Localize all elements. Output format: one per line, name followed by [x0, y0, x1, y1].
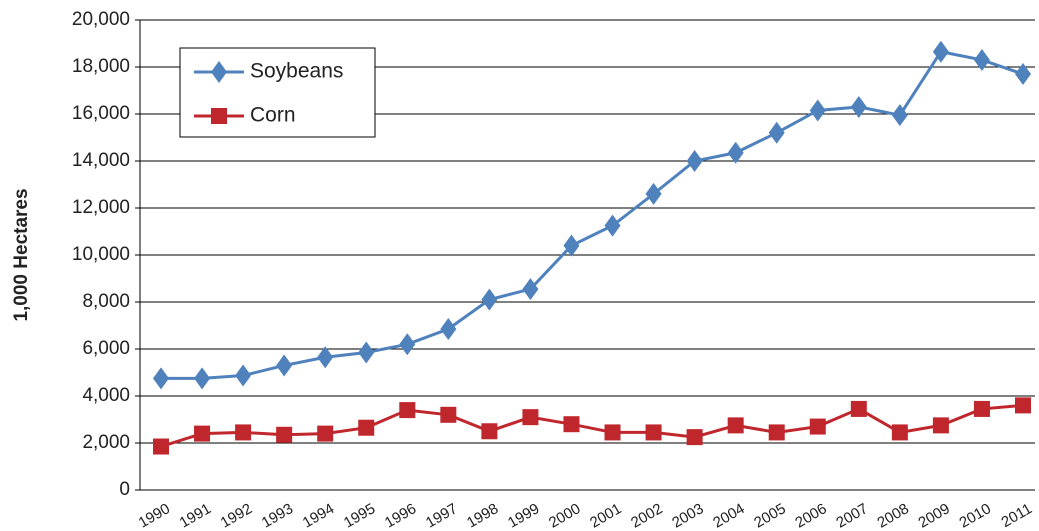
marker: [850, 400, 867, 417]
marker: [768, 424, 785, 441]
marker: [932, 417, 949, 434]
marker: [194, 367, 211, 390]
marker: [235, 424, 252, 441]
marker: [276, 354, 293, 377]
y-tick-label: 10,000: [72, 244, 130, 265]
marker: [809, 99, 826, 122]
marker: [932, 40, 949, 63]
marker: [522, 409, 539, 426]
y-tick-label: 14,000: [72, 150, 130, 171]
series-line: [160, 403, 1024, 448]
y-tick-label: 8,000: [82, 291, 130, 312]
marker: [317, 346, 334, 369]
marker: [604, 214, 621, 237]
x-tick-label: 2011: [999, 500, 1035, 531]
marker: [1015, 397, 1031, 414]
marker: [317, 425, 334, 442]
marker: [153, 367, 169, 390]
marker: [563, 416, 580, 433]
marker: [358, 341, 375, 364]
marker: [727, 141, 744, 164]
marker: [645, 424, 662, 441]
x-tick-label: 1990: [136, 500, 173, 531]
marker: [481, 423, 498, 440]
x-tick-label: 1998: [464, 500, 501, 531]
marker: [563, 234, 580, 257]
x-tick-label: 1997: [423, 500, 460, 531]
x-tick-label: 1992: [218, 500, 255, 531]
y-tick-label: 16,000: [72, 103, 130, 124]
marker: [211, 61, 227, 83]
marker: [399, 333, 416, 356]
x-tick-label: 2002: [628, 500, 665, 531]
marker: [440, 406, 457, 423]
marker: [727, 417, 744, 434]
series-line: [161, 50, 1024, 380]
x-tick-label: 1996: [382, 500, 419, 531]
marker: [358, 419, 375, 436]
y-tick-label: 12,000: [72, 197, 130, 218]
x-tick-label: 2005: [751, 500, 788, 531]
marker: [686, 429, 703, 446]
y-tick-label: 18,000: [72, 56, 130, 77]
legend-label: Corn: [250, 104, 296, 127]
marker: [973, 48, 990, 71]
y-tick-label: 4,000: [82, 385, 130, 406]
x-tick-label: 2007: [833, 500, 870, 531]
marker: [153, 438, 169, 455]
x-tick-label: 2008: [874, 500, 911, 531]
y-tick-label: 2,000: [82, 432, 130, 453]
x-tick-label: 2004: [710, 500, 747, 531]
x-tick-label: 2001: [587, 500, 624, 531]
x-tick-label: 2000: [546, 500, 583, 531]
x-tick-label: 1999: [505, 500, 542, 531]
marker: [891, 424, 908, 441]
marker: [891, 104, 908, 127]
legend-label: Soybeans: [250, 60, 343, 83]
marker: [973, 400, 990, 417]
y-tick-label: 0: [119, 479, 130, 500]
marker: [645, 182, 662, 205]
marker: [809, 418, 826, 435]
x-tick-label: 2003: [669, 500, 706, 531]
x-tick-label: 2006: [792, 500, 829, 531]
marker: [276, 426, 293, 443]
marker: [522, 278, 539, 301]
x-tick-label: 2009: [915, 500, 952, 531]
marker: [768, 121, 785, 144]
marker: [481, 288, 498, 311]
marker: [440, 318, 457, 341]
marker: [604, 424, 621, 441]
x-tick-label: 2010: [957, 500, 994, 531]
marker: [235, 364, 252, 387]
y-axis-label: 1,000 Hectares: [11, 188, 32, 321]
marker: [211, 108, 227, 124]
marker: [686, 150, 703, 172]
x-tick-label: 1995: [341, 500, 378, 531]
x-tick-label: 1993: [259, 500, 296, 531]
marker: [399, 402, 416, 419]
x-tick-label: 1991: [177, 500, 214, 531]
y-tick-label: 20,000: [72, 9, 130, 30]
x-tick-label: 1994: [300, 500, 337, 531]
y-tick-label: 6,000: [82, 338, 130, 359]
marker: [1015, 63, 1031, 86]
marker: [850, 95, 867, 118]
marker: [194, 425, 211, 442]
